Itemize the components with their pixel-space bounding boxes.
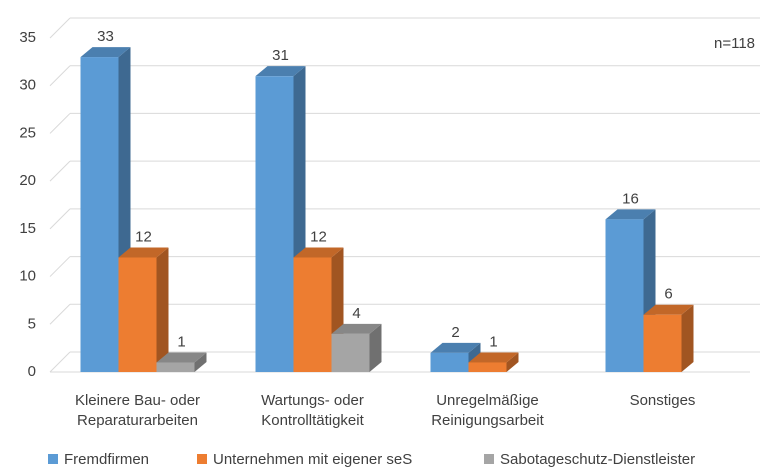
- y-tick-label: 35: [19, 29, 36, 46]
- y-tick-label: 25: [19, 124, 36, 141]
- bar-side: [506, 352, 519, 372]
- bar-top: [80, 47, 131, 58]
- data-label: 16: [622, 190, 639, 207]
- bar-top: [430, 342, 481, 353]
- bar: [468, 362, 507, 372]
- y-tick-label: 10: [19, 268, 36, 285]
- bar-top: [118, 247, 169, 258]
- bar-top: [293, 247, 344, 258]
- grid-line-side: [49, 303, 71, 325]
- bar-top: [331, 323, 382, 334]
- x-tick-label: Unregelmäßige: [436, 392, 539, 409]
- y-tick-label: 0: [28, 363, 36, 380]
- data-label: 12: [310, 228, 327, 245]
- grid-line-side: [49, 208, 71, 230]
- legend-swatch: [484, 454, 494, 464]
- grid-line-side: [49, 113, 71, 134]
- bar-side: [156, 247, 169, 372]
- bar-top: [156, 352, 207, 363]
- legend-label: Fremdfirmen: [64, 451, 149, 468]
- bar: [80, 57, 119, 372]
- grid-line-side: [49, 160, 71, 182]
- data-label: 12: [135, 228, 152, 245]
- y-tick-label: 30: [19, 77, 36, 94]
- bar: [643, 314, 682, 372]
- bar: [156, 362, 195, 372]
- data-label: 1: [177, 333, 185, 350]
- x-tick-label: Kontrolltätigkeit: [261, 412, 364, 429]
- bar-top: [468, 352, 519, 363]
- y-tick-label: 5: [28, 315, 36, 332]
- legend-swatch: [197, 454, 207, 464]
- data-label: 2: [451, 324, 459, 341]
- x-tick-label: Kleinere Bau- oder: [75, 392, 200, 409]
- data-label: 31: [272, 47, 289, 64]
- bar: [430, 352, 469, 372]
- bar: [605, 219, 644, 372]
- bar-top: [643, 304, 694, 315]
- grid-line-side: [49, 351, 71, 373]
- data-label: 33: [97, 28, 114, 45]
- bar-top: [605, 209, 656, 220]
- data-label: 4: [352, 305, 360, 322]
- bar: [293, 257, 332, 372]
- legend-swatch: [48, 454, 58, 464]
- data-label: 6: [664, 286, 672, 303]
- x-tick-label: Wartungs- oder: [261, 392, 364, 409]
- grid-line-side: [49, 256, 71, 277]
- y-tick-label: 15: [19, 220, 36, 237]
- y-tick-label: 20: [19, 172, 36, 189]
- bar: [255, 76, 294, 373]
- bar: [118, 257, 157, 372]
- legend-label: Sabotageschutz-Dienstleister: [500, 451, 695, 468]
- bar: [331, 333, 370, 372]
- x-tick-label: Reinigungsarbeit: [431, 412, 544, 429]
- annotation: n=118: [714, 35, 755, 52]
- bar-top: [255, 66, 306, 77]
- bar-side: [369, 323, 382, 372]
- legend-label: Unternehmen mit eigener seS: [213, 451, 412, 468]
- x-tick-label: Sonstiges: [630, 392, 696, 409]
- grid-line-side: [49, 65, 71, 87]
- grid-line-side: [49, 17, 71, 39]
- bar-side: [194, 352, 207, 372]
- data-label: 1: [489, 333, 497, 350]
- x-tick-label: Reparaturarbeiten: [77, 412, 198, 429]
- bar-side: [681, 304, 694, 372]
